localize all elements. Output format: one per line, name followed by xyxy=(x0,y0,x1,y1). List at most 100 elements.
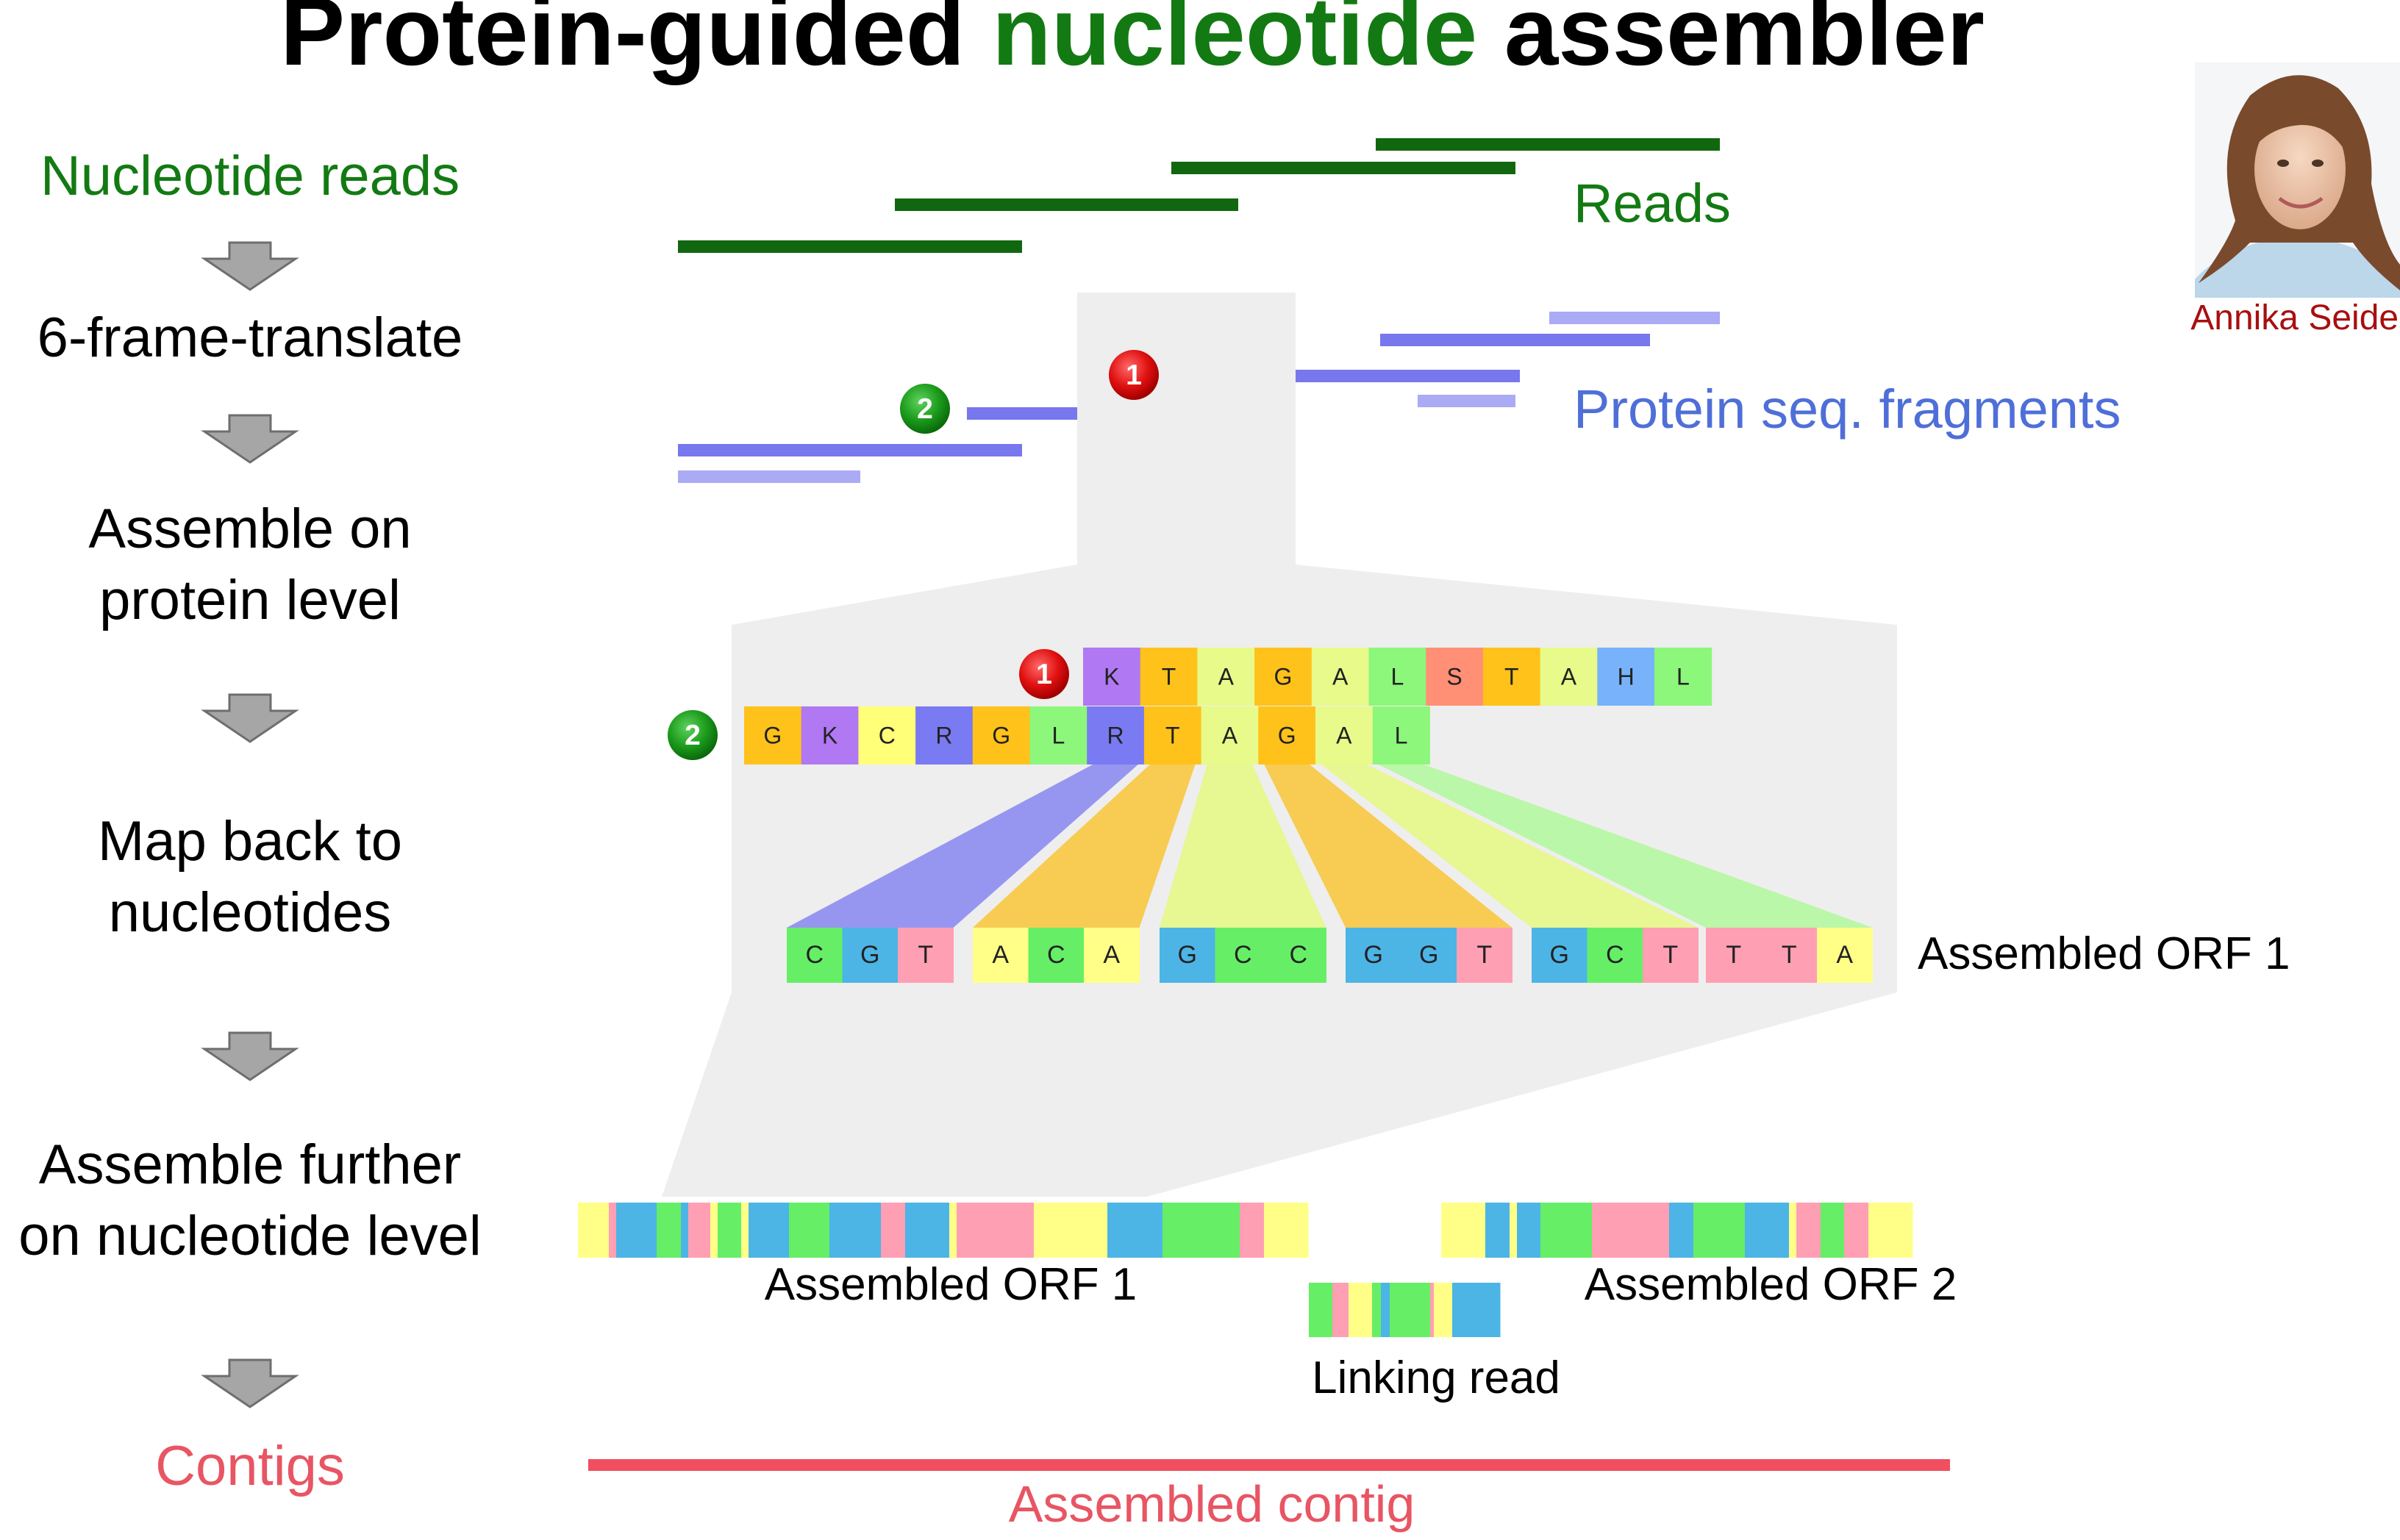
codon-nucleotide-letter: T xyxy=(1782,941,1797,969)
workflow-step-5-line-1: Assemble further xyxy=(39,1133,461,1196)
codon-nucleotide-box xyxy=(1215,928,1271,983)
orf2-bar-segment xyxy=(1789,1203,1797,1258)
fragment2-residue-letter: A xyxy=(1222,723,1238,749)
codon-nucleotide-box xyxy=(842,928,899,983)
workflow-step-4-line-1: Map back to xyxy=(98,810,402,873)
orf2-bar-segment xyxy=(1510,1203,1518,1258)
workflow-step-4-line-2: nucleotides xyxy=(109,881,392,944)
marker-2-zoom xyxy=(668,710,718,760)
codon-mapping-funnel xyxy=(1160,764,1326,928)
fragment2-residue-box xyxy=(1201,706,1259,764)
fragment2-residue-letter: A xyxy=(1336,723,1352,749)
orf2-bar-segment xyxy=(1796,1203,1821,1258)
fragment2-residue-letter: R xyxy=(1107,723,1124,749)
orf1-bar-segment xyxy=(881,1203,906,1258)
codon-nucleotide-letter: C xyxy=(805,941,824,969)
marker-2-zoom-number: 2 xyxy=(685,720,701,751)
codon-nucleotide-letter: G xyxy=(1364,941,1383,969)
codon-nucleotide-letter: A xyxy=(992,941,1009,969)
orf1-bar-segment xyxy=(1107,1203,1163,1258)
title-part1: Protein-guided xyxy=(280,0,992,85)
marker-1-zoom-number: 1 xyxy=(1036,659,1052,690)
fragment2-residue-letter: L xyxy=(1051,723,1065,749)
codon-nucleotide-box xyxy=(1706,928,1762,983)
fragment1-residue-letter: A xyxy=(1561,664,1577,690)
fragment1-residue-letter: H xyxy=(1618,664,1635,690)
codon-nucleotide-box xyxy=(1457,928,1512,983)
codon-nucleotide-box xyxy=(1587,928,1643,983)
fragment1-residue-box xyxy=(1597,648,1655,706)
codon-nucleotide-letter: G xyxy=(860,941,879,969)
marker-1-top-number: 1 xyxy=(1126,359,1142,391)
assembled-orf1-bottom-label: Assembled ORF 1 xyxy=(765,1259,1138,1310)
orf1-bar-segment xyxy=(829,1203,882,1258)
fragment2-residue-letter: K xyxy=(822,723,838,749)
fragment1-residue-letter: S xyxy=(1446,664,1462,690)
down-arrow-icon xyxy=(201,241,299,291)
codon-nucleotide-letter: C xyxy=(1234,941,1252,969)
author-photo xyxy=(2195,62,2400,298)
orf1-bar-segment xyxy=(1162,1203,1240,1258)
codon-mapping-funnel xyxy=(1378,764,1873,928)
orf1-bar-segment xyxy=(1264,1203,1309,1258)
orf2-bar-segment xyxy=(1844,1203,1869,1258)
orf1-bar-segment xyxy=(718,1203,742,1258)
protein-fragments-label: Protein seq. fragments xyxy=(1574,379,2121,440)
orf2-bar-segment xyxy=(1745,1203,1790,1258)
fragment1-residue-box xyxy=(1482,648,1541,706)
fragment1-residue-box xyxy=(1254,648,1312,706)
linking-read-bar-segment xyxy=(1372,1283,1382,1337)
reads-group xyxy=(678,138,1720,253)
fragment1-residue-box xyxy=(1426,648,1484,706)
orf1-bar-segment xyxy=(741,1203,749,1258)
codon-nucleotide-letter: T xyxy=(1663,941,1678,969)
codon-nucleotide-letter: G xyxy=(1419,941,1438,969)
codon-nucleotide-box xyxy=(973,928,1029,983)
fragment2-residue-letter: C xyxy=(879,723,896,749)
orf1-bar-segment xyxy=(657,1203,682,1258)
codon-nucleotide-letter: T xyxy=(1476,941,1492,969)
orf1-bar-segment xyxy=(749,1203,790,1258)
orf1-bar-segment xyxy=(578,1203,610,1258)
fragment2-residue-box xyxy=(744,706,802,764)
workflow-step-3-line-2: protein level xyxy=(99,569,401,631)
fragment1-residue-box xyxy=(1540,648,1598,706)
orf2-bar-segment xyxy=(1517,1203,1541,1258)
orf1-bar-segment xyxy=(1240,1203,1265,1258)
fragment1-residue-box xyxy=(1311,648,1369,706)
read-line xyxy=(1376,138,1720,151)
fragment2-residue-letter: T xyxy=(1165,723,1180,749)
fragment2-residue-box xyxy=(1315,706,1374,764)
fragment1-residue-box xyxy=(1083,648,1141,706)
codon-mapping-funnels xyxy=(787,764,1873,928)
codon-nucleotide-box xyxy=(1761,928,1818,983)
markers: 1 2 1 2 xyxy=(668,350,1159,760)
linking-read-label: Linking read xyxy=(1312,1353,1560,1403)
fragment1-residue-letter: T xyxy=(1504,664,1519,690)
assembled-orf1-right-label: Assembled ORF 1 xyxy=(1918,928,2290,979)
codon-mapping-funnel xyxy=(973,764,1196,928)
codon-nucleotide-box xyxy=(787,928,843,983)
assembled-orf-bars xyxy=(578,1203,1913,1337)
orf1-bar-segment xyxy=(789,1203,830,1258)
marker-1-zoom xyxy=(1019,649,1069,699)
codon-mapping-funnel xyxy=(1264,764,1512,928)
orf1-bar-segment xyxy=(710,1203,718,1258)
assembled-contig-label: Assembled contig xyxy=(1009,1475,1415,1533)
protein-fragment-line xyxy=(1549,312,1720,324)
protein-fragment-line xyxy=(1418,395,1515,407)
codon-nucleotide-box xyxy=(1643,928,1699,983)
fragment2-residue-box xyxy=(801,706,859,764)
marker-2-top-number: 2 xyxy=(917,393,933,425)
orf1-bar-segment xyxy=(688,1203,711,1258)
title-part3: assembler xyxy=(1477,0,1985,85)
fragment2-residue-letter: L xyxy=(1395,723,1408,749)
fragment1-residue-letter: K xyxy=(1104,664,1119,690)
workflow-step-5-line-2: on nucleotide level xyxy=(18,1205,482,1267)
orf2-bar-segment xyxy=(1821,1203,1845,1258)
fragment1-residue-box xyxy=(1654,648,1713,706)
linking-read-bar-segment xyxy=(1430,1283,1435,1337)
